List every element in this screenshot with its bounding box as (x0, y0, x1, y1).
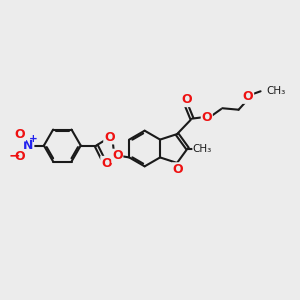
Text: O: O (181, 93, 192, 106)
Text: −: − (9, 148, 21, 162)
Text: O: O (15, 128, 26, 141)
Text: O: O (112, 149, 123, 162)
Text: O: O (243, 90, 254, 103)
Text: O: O (202, 111, 212, 124)
Text: O: O (15, 150, 26, 163)
Text: CH₃: CH₃ (266, 86, 285, 96)
Text: +: + (29, 134, 38, 144)
Text: CH₃: CH₃ (193, 143, 212, 154)
Text: O: O (172, 163, 183, 176)
Text: O: O (104, 131, 115, 144)
Text: O: O (101, 157, 112, 169)
Text: N: N (23, 139, 34, 152)
